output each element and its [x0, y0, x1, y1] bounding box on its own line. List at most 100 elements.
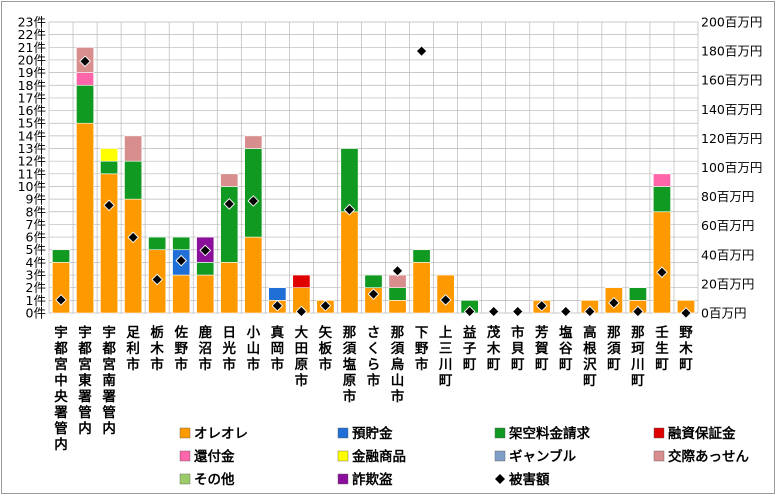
bar-segment — [436, 274, 455, 314]
category-label-char: 町 — [631, 373, 645, 389]
category-label-char: 下 — [415, 325, 429, 341]
category-label-char: 都 — [53, 341, 68, 357]
damage-marker — [511, 305, 524, 318]
left-tick-label: 2件 — [26, 280, 46, 295]
bar-segment — [340, 148, 359, 213]
left-tick-label: 11件 — [18, 166, 46, 181]
right-tick-label: 160百万円 — [701, 73, 762, 88]
legend-swatch — [337, 450, 349, 462]
category-label-char: 市 — [415, 356, 429, 373]
category-label-char: 鹿 — [197, 324, 212, 341]
category-label-char: 宇 — [54, 324, 68, 341]
bars — [52, 47, 695, 314]
legend-marker — [495, 474, 505, 484]
category-label-char: 生 — [655, 340, 669, 357]
legend-swatch — [337, 473, 349, 485]
damage-marker — [175, 254, 188, 267]
category-label-char: 原 — [343, 373, 357, 389]
bar-segment — [388, 287, 407, 301]
category-label-char: 木 — [678, 340, 693, 357]
category-label-char: 町 — [559, 357, 573, 373]
category-label-char: 町 — [607, 357, 621, 373]
category-label-char: 中 — [54, 372, 68, 389]
legend-label: その他 — [194, 471, 235, 488]
legend-swatch — [179, 427, 191, 439]
damage-marker — [415, 45, 428, 57]
category-label-char: 塩 — [343, 356, 357, 373]
bar-segment — [76, 72, 95, 86]
category-label-char: 東 — [78, 372, 92, 389]
category-label-char: 市 — [198, 356, 212, 373]
category-label-char: 珂 — [631, 341, 645, 357]
bar-segment — [220, 186, 239, 263]
category-label-char: 木 — [486, 340, 501, 357]
damage-marker — [367, 288, 380, 300]
bar-segment — [196, 274, 215, 314]
damage-marker — [463, 305, 476, 318]
damage-markers — [55, 45, 692, 319]
bar-segment — [52, 249, 70, 263]
left-tick-label: 22件 — [18, 27, 46, 42]
category-label-char: 田 — [295, 341, 309, 357]
category-label-char: 町 — [535, 357, 549, 373]
category-label-char: 烏 — [391, 356, 405, 373]
bar-segment — [124, 198, 143, 314]
category-label-char: 町 — [679, 357, 693, 373]
category-label-char: 市 — [271, 356, 285, 373]
bar-segment — [244, 148, 263, 238]
category-label-char: 町 — [487, 357, 501, 373]
legend-swatch — [653, 450, 665, 462]
category-label-char: 日 — [223, 325, 237, 341]
category-label-char: 市 — [319, 356, 333, 373]
damage-marker — [103, 199, 115, 212]
left-tick-label: 1件 — [26, 293, 46, 308]
bar-segment — [124, 160, 143, 200]
category-label-char: 内 — [102, 420, 116, 437]
damage-marker — [583, 305, 596, 318]
category-label-char: 内 — [78, 420, 92, 437]
legend-label: ギャンブル — [509, 448, 577, 465]
category-label-char: 央 — [54, 388, 68, 405]
damage-marker — [271, 299, 284, 312]
category-label-char: 管 — [102, 404, 116, 421]
category-label-char: 貝 — [511, 341, 525, 357]
left-tick-label: 4件 — [26, 255, 46, 270]
category-label-char: 市 — [511, 324, 525, 341]
right-tick-label: 60百万円 — [701, 218, 754, 233]
left-tick-label: 9件 — [26, 192, 46, 207]
category-label-char: 上 — [439, 325, 453, 341]
damage-marker — [55, 294, 67, 306]
legend-label: 被害額 — [509, 471, 550, 488]
category-label-char: 那 — [607, 325, 621, 341]
category-labels: 宇都宮中央署管内宇都宮東署管内宇都宮南署管内足利市栃木市佐野市鹿沼市日光市小山市… — [53, 324, 693, 453]
category-label-char: 宮 — [102, 356, 116, 373]
left-tick-label: 19件 — [18, 65, 46, 80]
damage-marker — [656, 266, 668, 279]
left-tick-label: 18件 — [18, 78, 46, 93]
category-label-char: 山 — [247, 341, 261, 357]
legend-label: 還付金 — [194, 448, 235, 465]
category-label-char: 谷 — [559, 341, 573, 357]
bar-segment — [220, 173, 239, 187]
category-label-char: 益 — [463, 324, 477, 341]
right-tick-label: 0百万円 — [701, 306, 746, 321]
category-label-char: 町 — [439, 373, 453, 389]
bar-segment — [652, 211, 671, 314]
legend-label: 預貯金 — [352, 425, 393, 442]
damage-marker — [608, 296, 620, 309]
category-label-char: 町 — [511, 357, 525, 373]
bar-segment — [388, 274, 407, 288]
legend-swatch — [179, 450, 191, 462]
category-label-char: 署 — [77, 389, 92, 405]
bar-segment — [652, 173, 671, 187]
legend-swatch — [337, 427, 349, 439]
bar-segment — [340, 211, 359, 314]
damage-marker — [535, 299, 548, 312]
category-label-char: 都 — [77, 341, 92, 357]
damage-marker — [391, 264, 404, 277]
category-label-char: 市 — [126, 356, 140, 373]
category-label-char: 小 — [247, 325, 261, 341]
category-label-char: 都 — [101, 341, 116, 357]
right-tick-label: 140百万円 — [701, 102, 762, 117]
